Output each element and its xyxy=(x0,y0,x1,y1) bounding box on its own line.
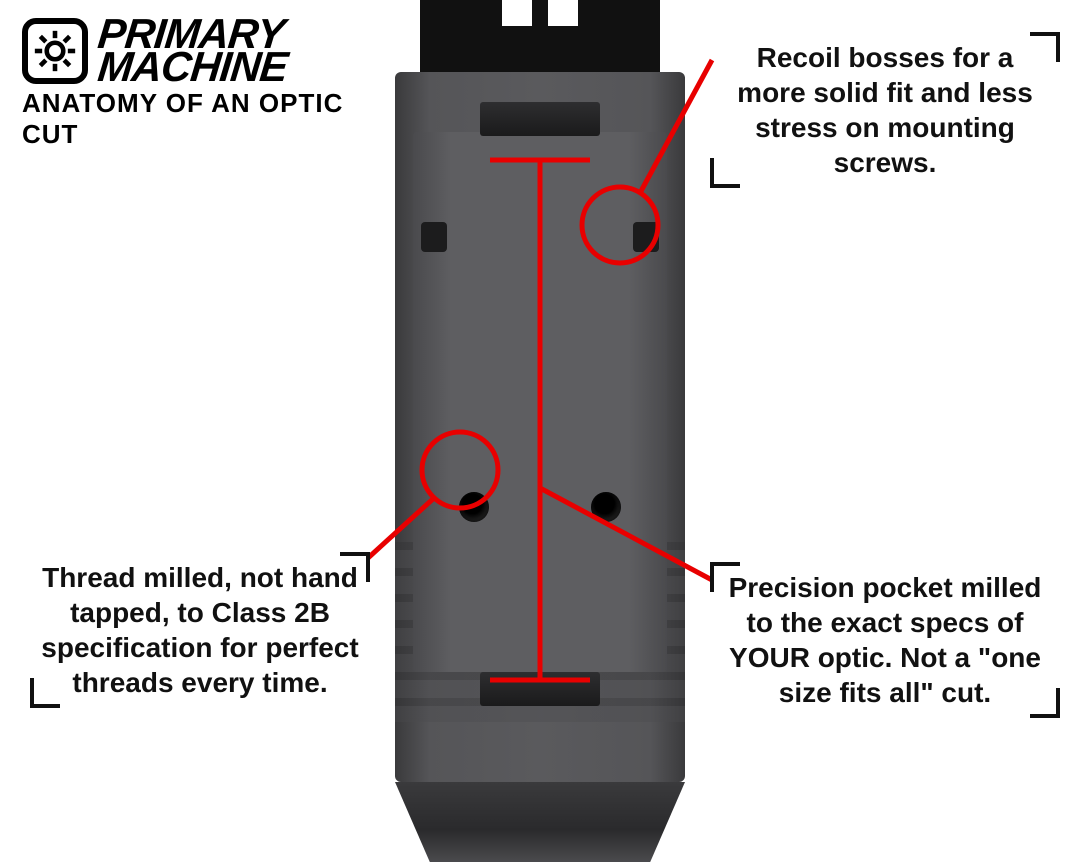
logo-row: PRIMARY MACHINE xyxy=(22,18,352,84)
callout-text: Recoil bosses for a more solid fit and l… xyxy=(737,42,1033,178)
optic-pocket xyxy=(413,132,667,672)
recoil-boss-left xyxy=(421,222,447,252)
brand-header: PRIMARY MACHINE ANATOMY OF AN OPTIC CUT xyxy=(22,18,352,150)
callout-recoil-bosses: Recoil bosses for a more solid fit and l… xyxy=(720,40,1050,180)
brand-line2: MACHINE xyxy=(96,51,288,84)
slide-body xyxy=(395,72,685,782)
callout-text: Precision pocket milled to the exact spe… xyxy=(729,572,1042,708)
mounting-hole-left xyxy=(459,492,489,522)
bracket-icon xyxy=(1030,688,1060,718)
gear-icon xyxy=(22,18,88,84)
bracket-icon xyxy=(340,552,370,582)
bracket-icon xyxy=(1030,32,1060,62)
callout-thread-milled: Thread milled, not hand tapped, to Class… xyxy=(40,560,360,700)
recoil-boss-right xyxy=(633,222,659,252)
bracket-icon xyxy=(710,158,740,188)
mounting-hole-right xyxy=(591,492,621,522)
callout-text: Thread milled, not hand tapped, to Class… xyxy=(41,562,358,698)
page-title: ANATOMY OF AN OPTIC CUT xyxy=(22,88,352,150)
slide-muzzle-end xyxy=(395,782,685,862)
callout-precision-pocket: Precision pocket milled to the exact spe… xyxy=(720,570,1050,710)
brand-wordmark: PRIMARY MACHINE xyxy=(98,18,287,84)
slide-rear-sight-area xyxy=(420,0,660,72)
product-illustration xyxy=(395,0,685,862)
bracket-icon xyxy=(710,562,740,592)
bracket-icon xyxy=(30,678,60,708)
